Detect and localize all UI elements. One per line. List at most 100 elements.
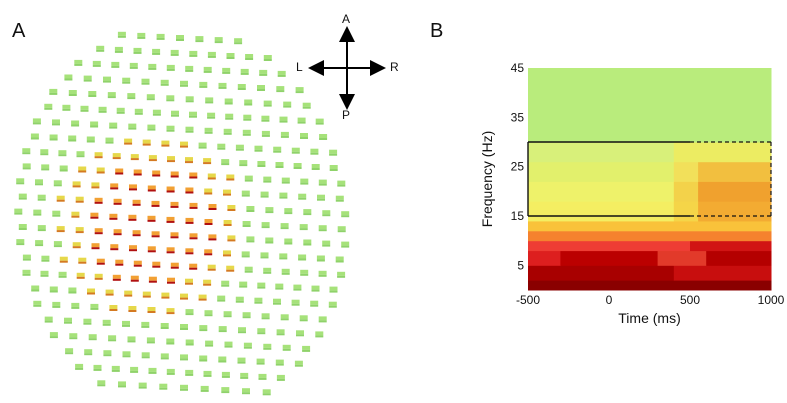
- sensor-marker: [167, 156, 175, 163]
- sensor-marker: [237, 357, 246, 364]
- sensor-marker: [109, 305, 118, 311]
- sensor-marker: [84, 349, 93, 356]
- sensor-marker: [138, 382, 147, 389]
- sensor-marker: [30, 133, 39, 140]
- sensor-marker: [117, 31, 126, 38]
- sensor-marker: [315, 118, 324, 125]
- compass-posterior-label: P: [342, 108, 351, 122]
- sensor-marker: [129, 62, 138, 69]
- sensor-marker: [14, 208, 23, 215]
- x-tick-label: -500: [516, 293, 540, 307]
- sensor-marker: [41, 164, 50, 171]
- sensor-marker: [147, 185, 156, 192]
- sensor-marker: [337, 226, 346, 233]
- sensor-marker: [221, 371, 230, 378]
- sensor-marker: [265, 207, 274, 214]
- sensor-marker: [302, 102, 311, 109]
- sensor-marker: [296, 330, 304, 337]
- y-tick-label: 15: [511, 209, 525, 223]
- sensor-marker: [207, 264, 216, 271]
- sensor-marker: [221, 280, 230, 287]
- sensor-marker: [226, 265, 235, 272]
- compass-arrows-icon: [308, 26, 386, 110]
- sensor-marker: [302, 345, 311, 352]
- sensor-marker: [68, 90, 77, 96]
- sensor-marker: [180, 80, 188, 87]
- sensor-marker: [335, 195, 344, 202]
- sensor-marker: [261, 313, 270, 320]
- sensor-marker: [122, 351, 131, 358]
- sensor-marker: [204, 127, 213, 134]
- sensor-marker: [335, 256, 344, 263]
- sensor-marker: [185, 369, 194, 376]
- sensor-marker: [56, 195, 65, 202]
- sensor-marker: [147, 124, 156, 131]
- compass-anterior-label: A: [342, 12, 351, 26]
- sensor-marker: [223, 189, 231, 196]
- sensor-marker: [204, 219, 213, 225]
- sensor-marker: [263, 267, 272, 274]
- sensor-marker: [303, 209, 312, 216]
- sensor-marker: [93, 364, 102, 371]
- sensor-marker: [122, 77, 131, 84]
- sensor-marker: [240, 68, 249, 75]
- sensor-marker: [148, 63, 157, 70]
- sensor-marker: [90, 121, 99, 128]
- sensor-marker: [105, 137, 114, 144]
- sensor-marker: [75, 363, 84, 370]
- sensor-marker: [205, 340, 214, 347]
- sensor-marker: [185, 309, 194, 316]
- sensor-marker: [90, 303, 99, 310]
- sensor-marker: [127, 93, 136, 100]
- sensor-marker: [275, 359, 284, 366]
- sensor-marker: [141, 78, 150, 85]
- sensor-marker: [96, 167, 105, 174]
- heatmap-cell: [528, 220, 772, 232]
- sensor-marker: [115, 259, 124, 266]
- heatmap-cell: [673, 142, 772, 163]
- heatmap-cell: [560, 250, 659, 266]
- sensor-marker: [257, 328, 266, 335]
- sensor-marker: [203, 279, 212, 286]
- sensor-marker: [261, 222, 270, 229]
- sensor-marker: [273, 146, 282, 153]
- sensor-marker: [242, 221, 251, 227]
- sensor-marker: [256, 358, 265, 365]
- sensor-marker: [294, 360, 303, 367]
- y-tick-label: 35: [511, 110, 525, 124]
- sensor-marker: [44, 103, 53, 110]
- sensor-marker: [276, 329, 285, 336]
- sensor-marker: [284, 208, 293, 215]
- sensor-marker: [76, 151, 85, 158]
- sensor-marker: [263, 343, 272, 350]
- sensor-marker: [341, 241, 350, 248]
- sensor-marker: [130, 154, 139, 161]
- x-axis-title: Time (ms): [618, 310, 680, 326]
- sensor-marker: [137, 32, 146, 39]
- orientation-compass: A P L R: [290, 8, 400, 128]
- sensor-marker: [52, 301, 61, 308]
- sensor-marker: [166, 216, 175, 223]
- sensor-marker: [88, 91, 97, 97]
- sensor-marker: [108, 335, 117, 342]
- sensor-marker: [53, 180, 62, 187]
- sensor-marker: [159, 383, 168, 390]
- sensor-marker: [280, 131, 289, 138]
- sensor-marker: [283, 101, 292, 108]
- sensor-marker: [132, 199, 141, 206]
- sensor-marker: [109, 122, 118, 129]
- sensor-marker: [200, 385, 209, 392]
- sensor-marker: [291, 299, 300, 306]
- sensor-marker: [109, 213, 118, 220]
- sensor-marker: [141, 352, 150, 359]
- sensor-marker: [124, 290, 133, 297]
- sensor-marker: [32, 118, 41, 125]
- sensor-marker: [160, 353, 169, 360]
- sensor-marker: [223, 220, 232, 226]
- sensor-marker: [281, 177, 290, 184]
- sensor-marker: [71, 120, 80, 127]
- sensor-marker: [204, 188, 213, 195]
- sensor-marker: [134, 108, 143, 115]
- sensor-marker: [235, 144, 244, 151]
